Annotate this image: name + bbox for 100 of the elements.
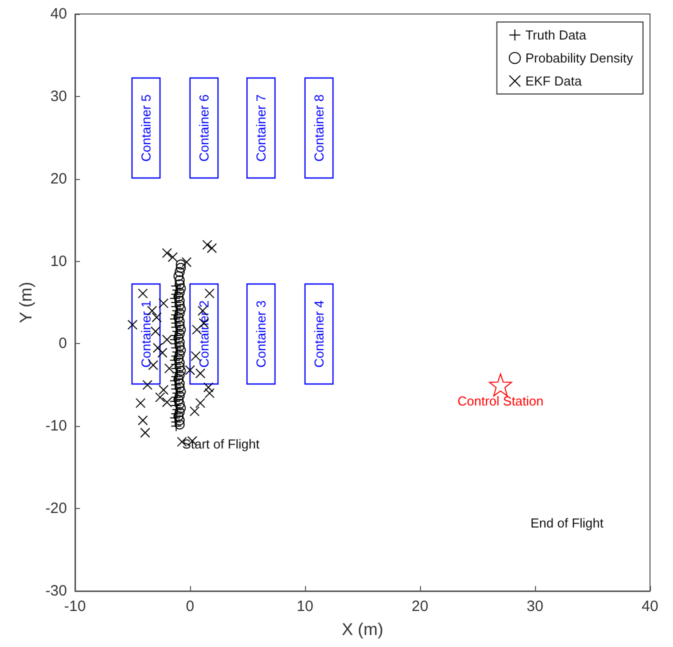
point xyxy=(174,332,184,343)
y-axis-title: Y (m) xyxy=(16,282,36,324)
point xyxy=(174,312,184,322)
point xyxy=(174,279,185,290)
point xyxy=(152,342,163,353)
point xyxy=(168,252,178,262)
point xyxy=(195,368,206,378)
point xyxy=(176,366,186,376)
point xyxy=(136,398,146,408)
point xyxy=(158,298,169,308)
point xyxy=(155,392,166,402)
point xyxy=(174,300,185,310)
point xyxy=(170,408,182,420)
point xyxy=(174,308,185,318)
point xyxy=(489,373,512,396)
point xyxy=(170,416,182,428)
point xyxy=(174,378,185,388)
legend-label: Probability Density xyxy=(525,50,634,66)
point xyxy=(174,394,184,405)
point xyxy=(170,412,181,424)
point xyxy=(170,330,182,341)
point xyxy=(202,240,212,250)
y-tick-label: -30 xyxy=(45,582,67,600)
x-tick-label: 30 xyxy=(526,598,544,615)
annotation: Container 5 xyxy=(138,94,154,162)
point xyxy=(174,358,185,368)
point xyxy=(182,257,192,268)
point xyxy=(174,390,185,401)
y-tick-label: 20 xyxy=(50,170,67,188)
y-tick-label: 10 xyxy=(50,252,67,270)
annotation: Container 6 xyxy=(196,94,212,162)
point xyxy=(174,337,185,348)
annotation: Container 2 xyxy=(196,300,212,368)
point xyxy=(190,406,200,416)
point xyxy=(176,386,186,397)
point xyxy=(140,428,150,438)
y-tick-label: 30 xyxy=(50,88,67,105)
point xyxy=(174,415,185,426)
point xyxy=(174,296,185,306)
x-tick-label: -10 xyxy=(64,598,86,615)
annotation: Container 1 xyxy=(138,300,154,368)
y-tick-label: -10 xyxy=(45,418,67,435)
point xyxy=(170,309,182,320)
point xyxy=(204,388,215,398)
point xyxy=(176,260,186,270)
point xyxy=(128,320,138,330)
point xyxy=(174,382,185,392)
legend-label: EKF Data xyxy=(525,74,582,88)
point xyxy=(138,288,148,298)
point xyxy=(170,292,181,304)
point xyxy=(162,334,172,345)
point xyxy=(176,304,186,314)
y-tick-label: 40 xyxy=(50,6,67,22)
point xyxy=(176,262,186,273)
y-tick-label: 0 xyxy=(58,335,67,352)
point xyxy=(176,403,186,414)
point xyxy=(174,419,185,430)
point xyxy=(142,380,152,390)
point xyxy=(174,374,184,384)
point xyxy=(170,288,182,300)
legend-label: Truth Data xyxy=(525,28,588,42)
point xyxy=(170,334,181,346)
point xyxy=(174,288,185,298)
point xyxy=(174,292,184,302)
x-tick-label: 40 xyxy=(642,598,658,615)
point xyxy=(195,398,206,408)
point xyxy=(174,271,184,282)
point xyxy=(170,375,181,386)
point xyxy=(172,367,183,378)
point xyxy=(162,248,172,258)
annotation: Container 7 xyxy=(254,94,268,162)
point xyxy=(172,346,183,358)
point xyxy=(172,284,183,296)
point xyxy=(174,349,185,360)
point xyxy=(170,350,182,362)
point xyxy=(172,305,183,316)
point xyxy=(176,283,186,294)
point xyxy=(174,398,185,409)
x-tick-label: 20 xyxy=(412,598,428,615)
point xyxy=(172,388,183,399)
point xyxy=(170,371,182,382)
point xyxy=(174,411,184,422)
x-axis-title: X (m) xyxy=(342,620,384,639)
point xyxy=(158,384,169,395)
point xyxy=(174,341,185,352)
point xyxy=(174,370,185,380)
point xyxy=(176,324,186,335)
point xyxy=(203,382,214,392)
annotation: Container 8 xyxy=(312,94,326,162)
point xyxy=(170,313,181,324)
point xyxy=(170,396,181,407)
annotation: Container 4 xyxy=(312,300,326,368)
point xyxy=(172,326,183,337)
point xyxy=(174,267,185,277)
point xyxy=(150,326,160,336)
point xyxy=(174,407,185,418)
point xyxy=(170,354,181,366)
point xyxy=(138,415,148,426)
point xyxy=(174,320,185,331)
point xyxy=(174,354,184,364)
